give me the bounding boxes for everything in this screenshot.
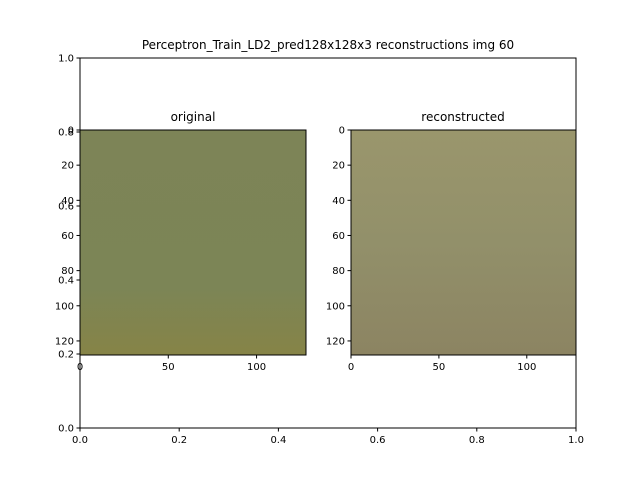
background-axes-ytick-label: 0.2 [58,350,74,361]
reconstructed-image [351,130,576,355]
reconstructed-ytick-label: 40 [332,196,345,207]
original-ytick-label: 0 [68,126,74,137]
background-axes-ytick-label: 0.0 [58,424,74,435]
background-axes-ytick-label: 0.4 [58,276,74,287]
reconstructed-ytick-label: 100 [326,301,345,312]
original-image [80,130,306,355]
reconstructed-ytick-label: 60 [332,231,345,242]
reconstructed-ytick-label: 120 [326,336,345,347]
reconstructed-ytick-label: 0 [339,126,345,137]
original-image-frame [79,129,307,356]
original-ytick-label: 80 [61,266,74,277]
original-xtick-label: 100 [247,362,266,373]
original-xtick-label: 50 [162,362,175,373]
background-axes-xtick-label: 0.0 [72,435,88,446]
background-axes-xtick-label: 0.2 [171,435,187,446]
original-xtick-label: 0 [77,362,83,373]
original-ytick-label: 100 [55,301,74,312]
background-axes-xtick-label: 0.4 [270,435,286,446]
background-axes-xtick-label: 0.6 [370,435,386,446]
reconstructed-panel-title: reconstructed [421,110,504,124]
background-axes-ytick-label: 0.8 [58,128,74,139]
background-axes-ytick-label: 0.6 [58,202,74,213]
reconstructed-image-frame [350,129,577,356]
reconstructed-ytick-label: 80 [332,266,345,277]
background-axes-xtick-label: 1.0 [568,435,584,446]
original-ytick-label: 40 [61,196,74,207]
reconstructed-ytick-label: 20 [332,161,345,172]
background-axes-ytick-label: 1.0 [58,54,74,65]
figure-title: Perceptron_Train_LD2_pred128x128x3 recon… [142,38,514,52]
background-axes-xtick-label: 0.8 [469,435,485,446]
reconstructed-xtick-label: 50 [433,362,446,373]
original-ytick-label: 120 [55,336,74,347]
reconstructed-xtick-label: 100 [517,362,536,373]
reconstructed-xtick-label: 0 [348,362,354,373]
original-ytick-label: 60 [61,231,74,242]
original-ytick-label: 20 [61,161,74,172]
original-panel-title: original [171,110,216,124]
